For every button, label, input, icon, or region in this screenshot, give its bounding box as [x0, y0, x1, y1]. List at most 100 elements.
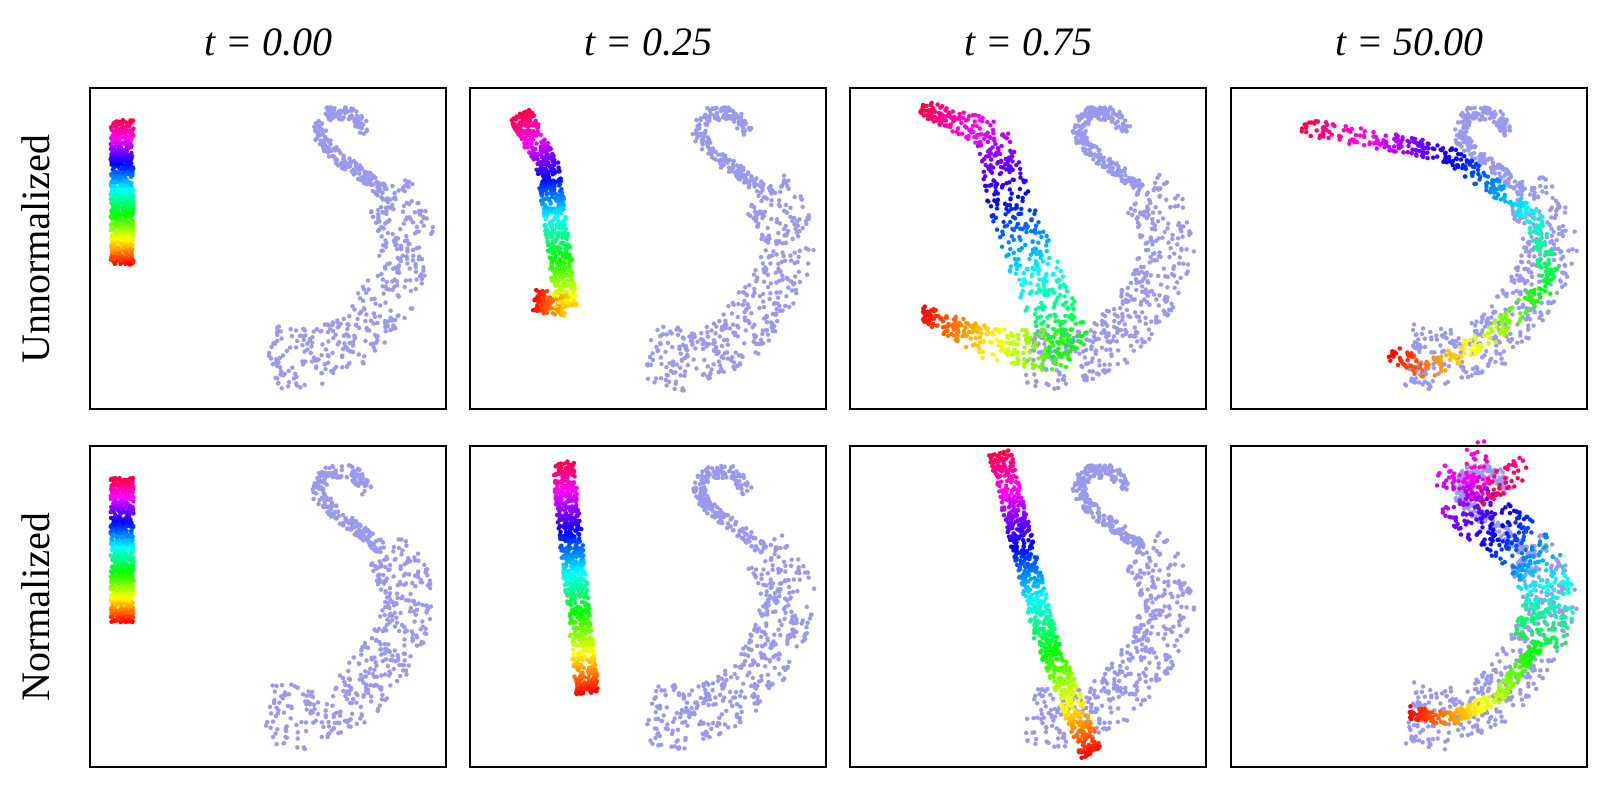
point	[347, 314, 352, 319]
point	[1142, 213, 1147, 218]
point	[751, 272, 757, 277]
point	[359, 116, 364, 121]
point	[1148, 200, 1153, 206]
point	[331, 115, 336, 120]
point	[945, 124, 950, 129]
point	[796, 254, 801, 260]
point	[281, 373, 286, 378]
point	[370, 188, 375, 194]
point	[664, 365, 669, 370]
point	[116, 198, 121, 203]
point	[1143, 315, 1148, 320]
point	[1491, 309, 1496, 315]
point	[1084, 135, 1089, 141]
point	[1462, 351, 1467, 356]
point	[953, 337, 958, 343]
point	[391, 323, 396, 328]
point	[548, 219, 554, 224]
point	[1481, 116, 1486, 121]
point	[387, 217, 392, 223]
point	[543, 207, 548, 213]
point	[781, 178, 787, 183]
point	[278, 329, 283, 334]
point	[357, 296, 363, 301]
point	[1501, 324, 1506, 329]
point	[986, 199, 991, 204]
point	[1128, 206, 1134, 211]
point	[352, 307, 357, 312]
point	[932, 109, 938, 114]
point	[655, 327, 660, 333]
point	[1136, 255, 1142, 261]
point	[1044, 243, 1049, 248]
point	[987, 153, 992, 158]
point	[1019, 292, 1024, 297]
point	[290, 365, 295, 370]
point	[706, 117, 712, 123]
point	[1124, 129, 1129, 134]
point	[759, 236, 764, 242]
point	[1024, 305, 1030, 310]
point	[361, 131, 366, 136]
point	[1128, 333, 1133, 338]
point	[985, 130, 990, 135]
point	[1128, 280, 1134, 286]
point	[545, 239, 550, 245]
point	[1483, 160, 1488, 166]
point	[1042, 328, 1047, 333]
point	[789, 288, 795, 293]
point	[1554, 208, 1559, 213]
point	[356, 352, 362, 357]
point	[552, 239, 557, 244]
point	[658, 376, 664, 381]
point	[1435, 143, 1440, 148]
point	[767, 296, 772, 302]
point	[987, 134, 992, 140]
point	[1438, 343, 1443, 348]
point	[125, 239, 130, 244]
point	[1184, 247, 1189, 252]
point	[1075, 114, 1080, 119]
point	[1421, 373, 1426, 379]
point	[980, 158, 985, 163]
panel-plot	[1299, 105, 1579, 392]
point	[764, 314, 769, 320]
point	[1114, 339, 1119, 344]
point	[1431, 365, 1437, 371]
point	[949, 331, 954, 337]
point	[1157, 193, 1163, 198]
point	[1458, 364, 1464, 369]
point	[1494, 349, 1499, 354]
point	[726, 303, 731, 309]
point	[1187, 229, 1192, 234]
point	[1500, 112, 1505, 117]
point	[326, 339, 331, 344]
point	[403, 178, 408, 183]
point	[542, 211, 547, 216]
point	[419, 272, 424, 277]
point	[362, 177, 368, 183]
point	[978, 132, 983, 137]
point	[323, 128, 329, 133]
point	[1033, 223, 1039, 228]
point	[1007, 164, 1013, 169]
point	[275, 338, 280, 344]
point	[1097, 363, 1102, 368]
point	[319, 353, 324, 358]
point	[1057, 372, 1062, 377]
point	[1434, 337, 1440, 342]
point	[1153, 205, 1158, 210]
point	[1040, 259, 1046, 264]
point	[562, 311, 567, 316]
point	[546, 304, 551, 309]
point	[783, 303, 788, 309]
point	[705, 330, 710, 335]
point	[699, 131, 704, 137]
column-title: t = 50.00	[1335, 19, 1483, 64]
point	[1158, 282, 1164, 287]
point	[1111, 307, 1117, 312]
point	[1549, 226, 1554, 231]
point	[346, 348, 351, 353]
point	[992, 136, 997, 141]
point	[994, 150, 999, 156]
